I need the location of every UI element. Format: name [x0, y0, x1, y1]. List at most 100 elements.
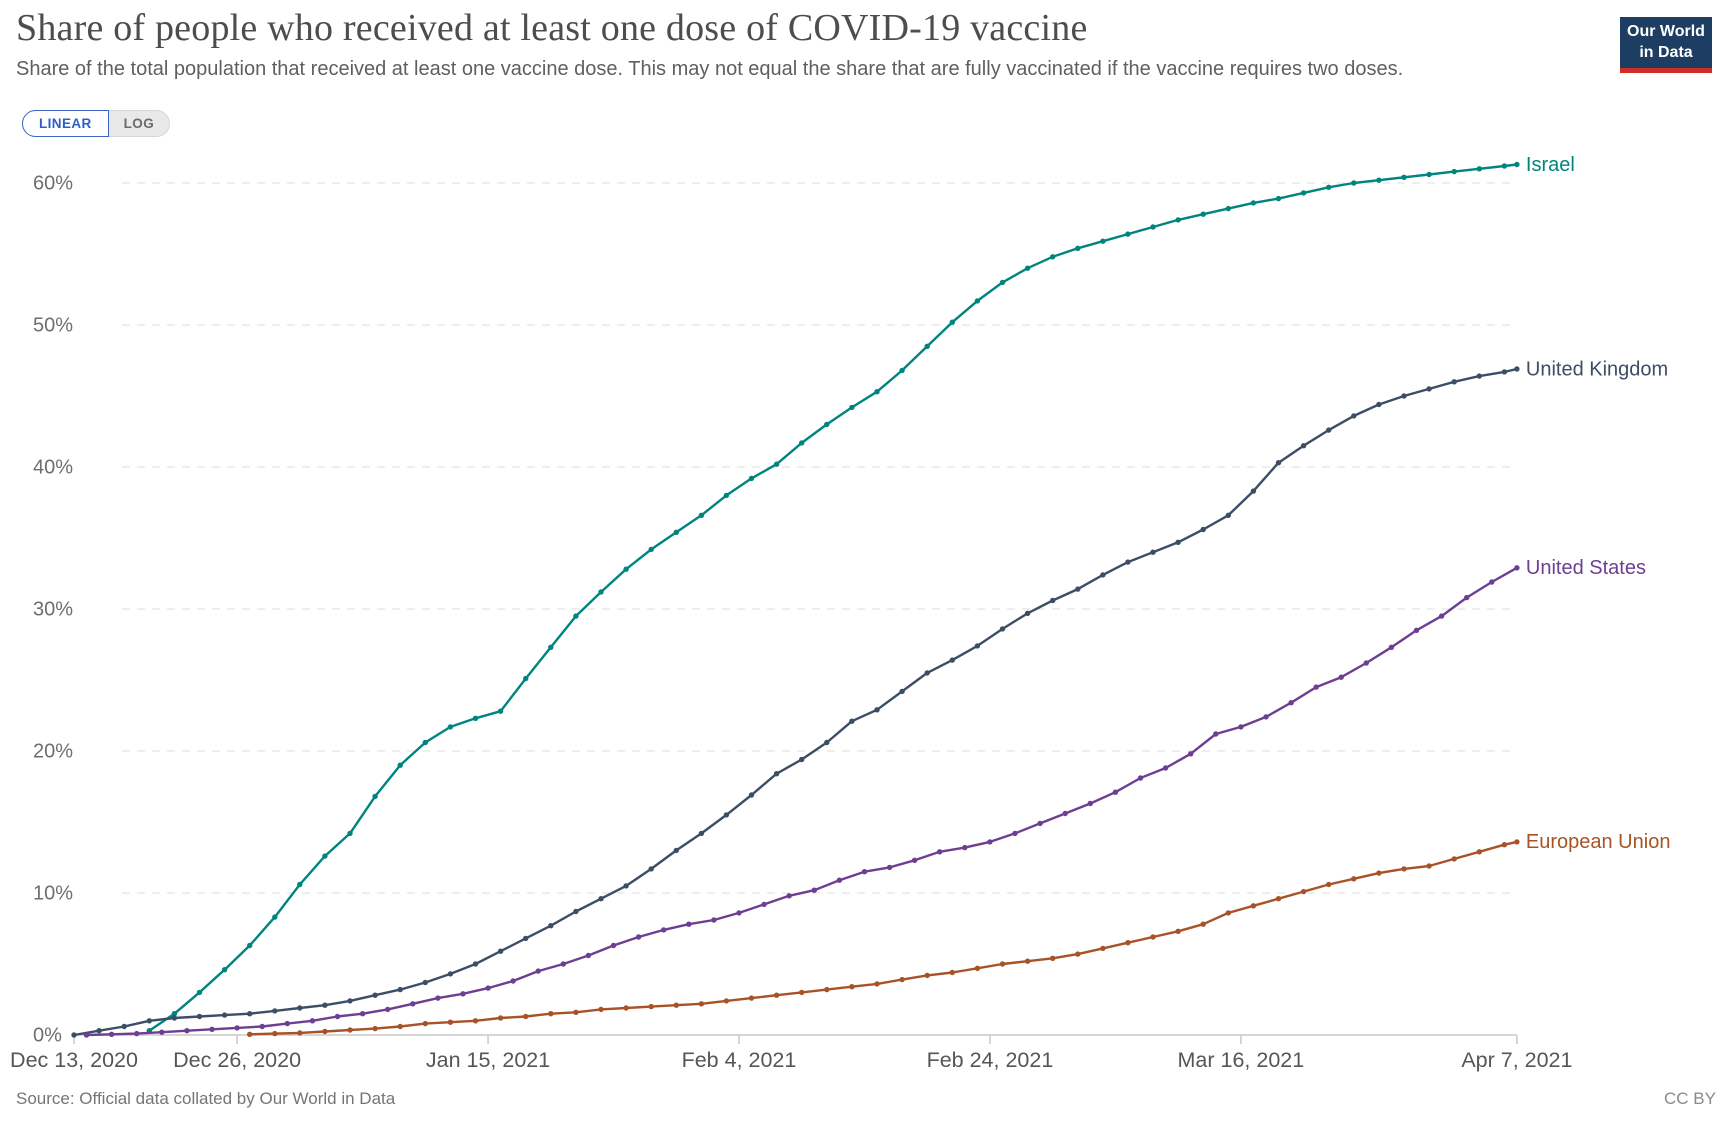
point-united-states: [535, 968, 541, 974]
point-israel: [523, 675, 529, 682]
point-israel: [372, 793, 378, 800]
point-european-union: [1326, 881, 1332, 888]
point-united-states: [385, 1006, 391, 1013]
point-united-states: [359, 1011, 366, 1017]
point-israel: [773, 461, 780, 467]
point-united-kingdom: [171, 1015, 178, 1021]
point-united-kingdom: [1476, 373, 1483, 379]
linear-scale-button[interactable]: LINEAR: [22, 110, 109, 137]
series-label-european-union[interactable]: European Union: [1526, 831, 1671, 853]
point-israel: [221, 967, 228, 973]
point-united-kingdom: [247, 1011, 253, 1017]
point-israel: [1451, 168, 1457, 175]
point-european-union: [447, 1019, 454, 1025]
point-united-states: [83, 1032, 90, 1038]
line-united-kingdom: [72, 367, 1519, 1037]
point-united-states: [811, 887, 817, 893]
point-united-kingdom: [347, 998, 353, 1004]
point-united-states: [886, 864, 893, 871]
point-united-states: [334, 1013, 341, 1020]
point-european-union: [824, 986, 830, 993]
point-united-kingdom: [999, 626, 1006, 632]
point-united-kingdom: [1326, 427, 1332, 433]
point-israel: [1351, 180, 1357, 186]
license-cc-by[interactable]: CC BY: [1664, 1089, 1716, 1108]
point-united-states: [1213, 731, 1219, 737]
point-israel: [899, 367, 905, 374]
point-european-union: [698, 1001, 705, 1007]
point-israel: [447, 724, 454, 730]
point-united-kingdom: [924, 670, 930, 676]
point-israel: [648, 546, 654, 553]
point-united-kingdom: [748, 792, 755, 798]
point-united-states: [560, 961, 566, 967]
point-european-union: [322, 1028, 328, 1035]
point-european-union: [1225, 910, 1232, 916]
point-united-kingdom: [372, 992, 378, 998]
point-united-states: [410, 1001, 416, 1007]
point-united-states: [460, 991, 466, 997]
point-united-states: [284, 1020, 290, 1027]
point-united-kingdom: [1175, 539, 1181, 545]
point-european-union: [472, 1018, 479, 1024]
point-united-states: [836, 877, 843, 883]
point-united-kingdom: [71, 1032, 77, 1038]
point-united-states: [1263, 714, 1269, 720]
series-label-united-kingdom[interactable]: United Kingdom: [1526, 358, 1668, 380]
point-united-kingdom: [949, 657, 955, 663]
point-european-union: [548, 1011, 554, 1017]
point-israel: [673, 529, 679, 535]
point-israel: [497, 708, 504, 714]
point-united-kingdom: [1050, 597, 1056, 604]
point-united-states: [937, 849, 943, 855]
x-tick-label-dec-26-2020: Dec 26, 2020: [173, 1048, 301, 1072]
point-israel: [573, 613, 579, 619]
point-united-states: [234, 1025, 240, 1031]
point-israel: [247, 942, 253, 949]
owid-logo[interactable]: Our World in Data: [1620, 17, 1712, 73]
point-united-states: [485, 985, 491, 991]
point-israel: [1200, 211, 1206, 217]
point-united-kingdom: [598, 896, 604, 902]
point-european-union: [397, 1023, 403, 1030]
point-united-kingdom: [698, 830, 705, 837]
x-tick-label-apr-7-2021: Apr 7, 2021: [1461, 1048, 1572, 1072]
point-united-kingdom: [548, 923, 554, 929]
point-israel: [548, 644, 554, 650]
point-united-states: [861, 869, 868, 875]
y-tick-label-50: 50%: [33, 314, 73, 336]
series-label-united-states[interactable]: United States: [1526, 557, 1646, 579]
point-united-states: [1162, 765, 1169, 771]
point-european-union: [297, 1030, 303, 1036]
point-israel: [698, 512, 705, 518]
point-united-kingdom: [523, 935, 529, 942]
point-israel: [1024, 265, 1031, 271]
point-united-kingdom: [573, 908, 579, 915]
y-tick-label-30: 30%: [33, 598, 73, 620]
point-european-union: [648, 1003, 654, 1010]
scale-toggle-group: LINEAR LOG: [22, 110, 171, 137]
point-israel: [849, 404, 855, 411]
point-european-union: [1050, 955, 1056, 961]
log-scale-button[interactable]: LOG: [109, 111, 169, 136]
series-label-israel[interactable]: Israel: [1526, 154, 1575, 176]
point-israel: [1150, 224, 1156, 230]
point-european-union: [523, 1013, 529, 1020]
point-european-union: [1351, 876, 1357, 882]
point-israel: [1125, 231, 1131, 237]
point-united-kingdom: [422, 979, 428, 986]
point-european-union: [1501, 842, 1508, 848]
point-israel: [297, 881, 303, 888]
point-united-kingdom: [1200, 526, 1206, 533]
point-israel: [1376, 177, 1382, 183]
point-european-union: [1275, 896, 1282, 902]
point-united-kingdom: [297, 1005, 303, 1011]
point-israel: [322, 853, 328, 859]
point-israel: [1250, 200, 1257, 206]
point-united-kingdom: [648, 866, 654, 872]
point-united-kingdom: [1100, 572, 1106, 578]
point-european-union: [1100, 945, 1106, 952]
point-european-union: [773, 992, 780, 998]
point-european-union: [673, 1002, 679, 1008]
